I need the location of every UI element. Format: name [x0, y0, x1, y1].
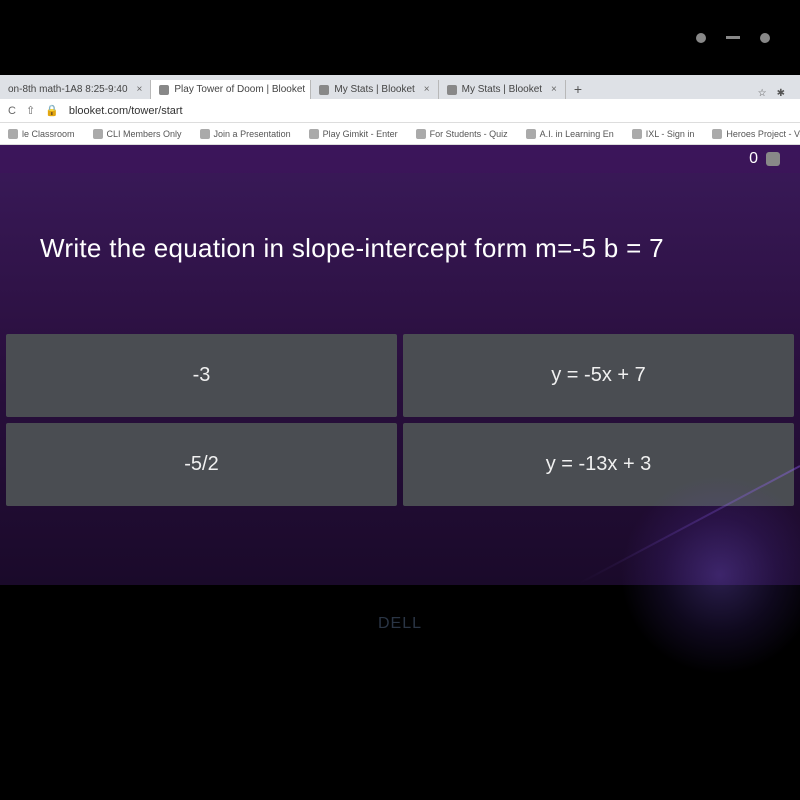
- home-icon[interactable]: ⇧: [26, 104, 35, 117]
- favicon-icon: [159, 85, 169, 95]
- desktop-top-bar: [0, 0, 800, 75]
- bookmark-icon: [200, 129, 210, 139]
- answer-option-c[interactable]: -5/2: [6, 423, 397, 506]
- new-tab-button[interactable]: +: [566, 79, 590, 99]
- window-minimize-icon[interactable]: [726, 36, 740, 39]
- monitor-bezel: DELL: [0, 585, 800, 800]
- reload-icon[interactable]: C: [8, 105, 16, 117]
- browser-tab[interactable]: My Stats | Blooket ×: [439, 80, 566, 99]
- bookmark-icon: [93, 129, 103, 139]
- favicon-icon: [447, 85, 457, 95]
- bookmark-icon: [309, 129, 319, 139]
- coin-icon: [766, 152, 780, 166]
- bookmark-icon: [632, 129, 642, 139]
- browser-tab[interactable]: on-8th math-1A8 8:25-9:40 ×: [0, 80, 151, 99]
- star-icon[interactable]: ☆: [758, 88, 767, 99]
- bookmark-item[interactable]: Play Gimkit - Enter: [309, 129, 398, 139]
- bookmark-item[interactable]: For Students - Quiz: [416, 129, 508, 139]
- bookmark-icon: [526, 129, 536, 139]
- tab-strip: on-8th math-1A8 8:25-9:40 × Play Tower o…: [0, 75, 800, 99]
- bookmark-icon: [8, 129, 18, 139]
- question-text: Write the equation in slope-intercept fo…: [0, 173, 800, 334]
- browser-tab[interactable]: My Stats | Blooket ×: [311, 80, 438, 99]
- close-icon[interactable]: ×: [551, 84, 557, 95]
- tab-label: My Stats | Blooket: [334, 84, 414, 95]
- address-bar: C ⇧ 🔒 blooket.com/tower/start: [0, 99, 800, 123]
- extension-icon[interactable]: ✱: [777, 88, 785, 99]
- browser-window: on-8th math-1A8 8:25-9:40 × Play Tower o…: [0, 75, 800, 585]
- bookmark-icon: [416, 129, 426, 139]
- tab-label: My Stats | Blooket: [462, 84, 542, 95]
- url-input[interactable]: blooket.com/tower/start: [69, 105, 183, 117]
- bookmark-item[interactable]: Join a Presentation: [200, 129, 291, 139]
- tab-label: Play Tower of Doom | Blooket: [174, 84, 305, 95]
- bookmark-item[interactable]: A.I. in Learning En: [526, 129, 614, 139]
- answer-grid: -3 y = -5x + 7 -5/2 y = -13x + 3: [0, 334, 800, 506]
- bookmark-icon: [712, 129, 722, 139]
- bookmark-item[interactable]: Heroes Project - Ve: [712, 129, 800, 139]
- tab-label: on-8th math-1A8 8:25-9:40: [8, 84, 128, 95]
- score-value: 0: [749, 150, 758, 168]
- bookmark-item[interactable]: le Classroom: [8, 129, 75, 139]
- window-control-icon[interactable]: [696, 33, 706, 43]
- bookmark-item[interactable]: IXL - Sign in: [632, 129, 695, 139]
- close-icon[interactable]: ×: [137, 84, 143, 95]
- brand-logo: DELL: [378, 615, 422, 633]
- answer-option-b[interactable]: y = -5x + 7: [403, 334, 794, 417]
- game-score-bar: 0: [0, 145, 800, 173]
- answer-option-d[interactable]: y = -13x + 3: [403, 423, 794, 506]
- window-control-icon[interactable]: [760, 33, 770, 43]
- site-info-icon[interactable]: 🔒: [45, 104, 59, 117]
- bookmarks-bar: le Classroom CLI Members Only Join a Pre…: [0, 123, 800, 145]
- close-icon[interactable]: ×: [424, 84, 430, 95]
- favicon-icon: [319, 85, 329, 95]
- browser-tab[interactable]: Play Tower of Doom | Blooket ×: [151, 80, 311, 99]
- game-content: 0 Write the equation in slope-intercept …: [0, 145, 800, 585]
- bookmark-item[interactable]: CLI Members Only: [93, 129, 182, 139]
- answer-option-a[interactable]: -3: [6, 334, 397, 417]
